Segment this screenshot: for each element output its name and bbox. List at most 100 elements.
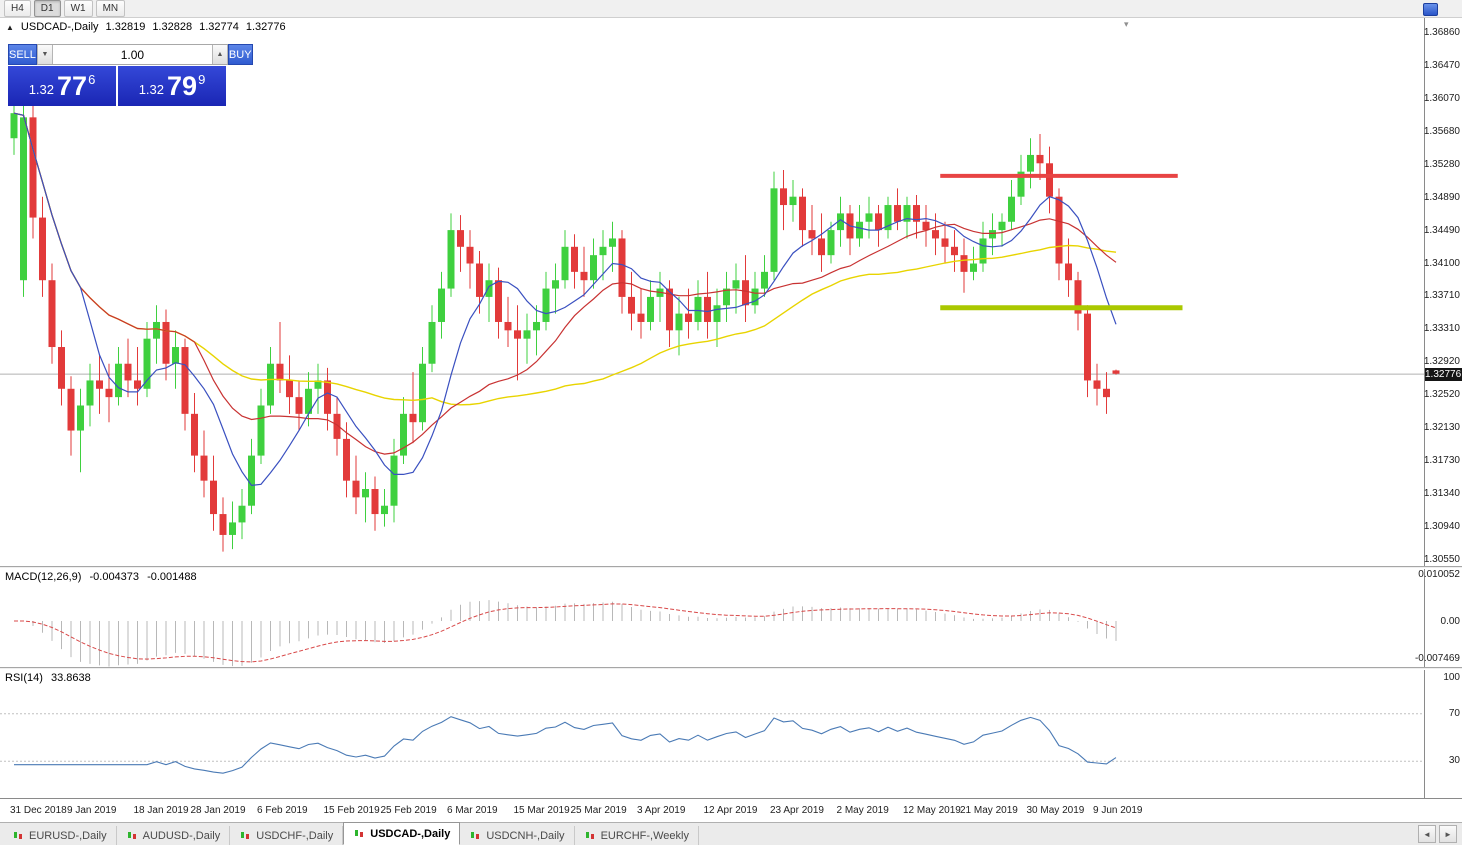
chart-tab-icon [471, 832, 480, 839]
price-axis-label: 1.35280 [1423, 158, 1460, 170]
low-value: 1.32774 [199, 21, 239, 33]
panel-splitter-rsi[interactable] [0, 667, 1462, 670]
chart-ohlc-header: ▲ USDCAD-,Daily 1.32819 1.32828 1.32774 … [6, 21, 286, 33]
tab-label: USDCAD-,Daily [370, 827, 451, 840]
date-axis-label: 9 Jan 2019 [67, 805, 117, 816]
buy-price-pips: 79 [167, 70, 198, 101]
chart-tab-usdcad-daily[interactable]: USDCAD-,Daily [343, 822, 461, 845]
price-axis-label: 1.34490 [1423, 224, 1460, 236]
open-value: 1.32819 [105, 21, 146, 33]
macd-axis[interactable]: 0.010052 0.00 -0.007469 [1415, 569, 1462, 667]
buy-price-display[interactable]: 1.32 79 9 [118, 66, 226, 106]
tab-label: AUDUSD-,Daily [142, 829, 221, 842]
price-axis-label: 1.34890 [1423, 191, 1460, 203]
chart-tab-eurusd-daily[interactable]: EURUSD-,Daily [3, 826, 117, 845]
buy-button[interactable]: BUY [227, 44, 253, 65]
price-axis-label: 1.33310 [1423, 323, 1460, 335]
close-value: 1.32776 [245, 21, 286, 33]
tab-label: EURUSD-,Daily [29, 829, 107, 842]
volume-decrease-icon[interactable]: ▼ [36, 45, 53, 64]
buy-price-point: 9 [198, 72, 206, 87]
tab-label: USDCHF-,Daily [256, 829, 334, 842]
sell-price-display[interactable]: 1.32 77 6 [8, 66, 116, 106]
volume-box: ▼ ▲ [36, 44, 228, 65]
current-price-tag: 1.32776 [1425, 368, 1462, 382]
main-chart-canvas[interactable] [0, 18, 1424, 566]
one-click-trading-panel: SELL ▼ ▲ BUY 1.32 77 6 1.32 79 9 [8, 44, 253, 106]
chart-tab-audusd-daily[interactable]: AUDUSD-,Daily [117, 826, 231, 845]
rsi-axis-label: 70 [1448, 707, 1460, 719]
date-axis-label: 6 Feb 2019 [257, 805, 308, 816]
chart-tab-icon [241, 832, 250, 839]
price-axis-label: 1.31730 [1423, 455, 1460, 467]
rsi-label-row: RSI(14) 33.8638 [5, 672, 91, 684]
buy-price-base: 1.32 [138, 81, 165, 97]
date-axis-label: 30 May 2019 [1026, 805, 1085, 816]
tab-label: USDCNH-,Daily [486, 829, 565, 842]
price-axis-label: 1.32520 [1423, 389, 1460, 401]
price-axis-label: 1.36470 [1423, 59, 1460, 71]
price-axis-label: 1.32920 [1423, 356, 1460, 368]
date-axis-label: 9 Jun 2019 [1093, 805, 1143, 816]
date-axis-label: 12 Apr 2019 [703, 805, 758, 816]
sell-button[interactable]: SELL [8, 44, 37, 65]
chart-shift-marker-icon[interactable]: ▾ [1124, 19, 1129, 29]
sell-price-point: 6 [88, 72, 96, 87]
rsi-axis-label: 30 [1448, 755, 1460, 767]
volume-input[interactable] [52, 45, 212, 64]
date-axis-label: 31 Dec 2018 [10, 805, 67, 816]
date-axis-label: 2 May 2019 [836, 805, 889, 816]
panel-splitter-macd[interactable] [0, 566, 1462, 569]
macd-axis-label: 0.00 [1440, 616, 1460, 627]
macd-signal-value: -0.001488 [147, 571, 197, 583]
macd-main-value: -0.004373 [89, 571, 140, 583]
timeframe-h4-button[interactable]: H4 [4, 0, 31, 17]
high-value: 1.32828 [152, 21, 193, 33]
timeframe-w1-button[interactable]: W1 [63, 0, 93, 17]
chart-tab-icon [355, 830, 364, 837]
tab-scroll-right-icon[interactable]: ► [1439, 825, 1457, 843]
macd-label-row: MACD(12,26,9) -0.004373 -0.001488 [5, 571, 197, 583]
rsi-axis[interactable]: 100 70 30 [1424, 670, 1462, 798]
macd-axis-label: 0.010052 [1418, 569, 1460, 580]
chart-tab-icon [127, 832, 136, 839]
price-axis-label: 1.36860 [1423, 27, 1460, 38]
date-axis-label: 25 Mar 2019 [570, 805, 627, 816]
date-axis[interactable]: 31 Dec 2018 9 Jan 2019 18 Jan 2019 28 Jan 2… [0, 798, 1462, 823]
price-axis-label: 1.31340 [1423, 488, 1460, 500]
chart-tabbar: EURUSD-,Daily AUDUSD-,Daily USDCHF-,Dail… [0, 822, 1462, 845]
tab-scroll-controls: ◄ ► [1418, 825, 1462, 845]
rsi-value: 33.8638 [50, 672, 91, 684]
price-axis-label: 1.30550 [1423, 554, 1460, 565]
sell-price-pips: 77 [57, 70, 88, 101]
price-axis-label: 1.34100 [1423, 257, 1460, 269]
chart-tab-usdchf-daily[interactable]: USDCHF-,Daily [230, 826, 344, 845]
chart-tab-icon [585, 832, 594, 839]
price-axis[interactable]: 1.36860 1.36470 1.36070 1.35680 1.35280 1.348… [1424, 18, 1462, 566]
date-axis-label: 6 Mar 2019 [447, 805, 498, 816]
volume-increase-icon[interactable]: ▲ [211, 45, 228, 64]
date-axis-label: 12 May 2019 [903, 805, 961, 816]
price-axis-label: 1.36070 [1423, 92, 1460, 104]
chart-tab-usdcnh-daily[interactable]: USDCNH-,Daily [460, 826, 575, 845]
chart-tab-icon [14, 832, 22, 839]
tab-label: EURCHF-,Weekly [600, 829, 689, 842]
date-axis-label: 15 Feb 2019 [323, 805, 380, 816]
chart-window-icon[interactable] [1423, 3, 1438, 16]
sell-price-base: 1.32 [28, 81, 55, 97]
price-axis-label: 1.32130 [1423, 422, 1460, 434]
rsi-axis-label: 100 [1443, 672, 1460, 683]
date-axis-label: 18 Jan 2019 [133, 805, 189, 816]
macd-axis-label: -0.007469 [1414, 652, 1460, 664]
timeframe-d1-button[interactable]: D1 [33, 0, 61, 17]
tab-scroll-left-icon[interactable]: ◄ [1418, 825, 1436, 843]
timeframe-mn-button[interactable]: MN [95, 0, 126, 17]
collapse-icon[interactable]: ▲ [6, 22, 14, 32]
chart-tab-eurchf-weekly[interactable]: EURCHF-,Weekly [575, 826, 699, 845]
date-axis-label: 3 Apr 2019 [637, 805, 686, 816]
symbol-title: USDCAD-,Daily [20, 21, 99, 33]
macd-chart-canvas[interactable] [0, 569, 1424, 667]
rsi-chart-canvas[interactable] [0, 670, 1424, 798]
date-axis-label: 21 May 2019 [960, 805, 1018, 816]
price-axis-label: 1.30940 [1423, 521, 1460, 533]
